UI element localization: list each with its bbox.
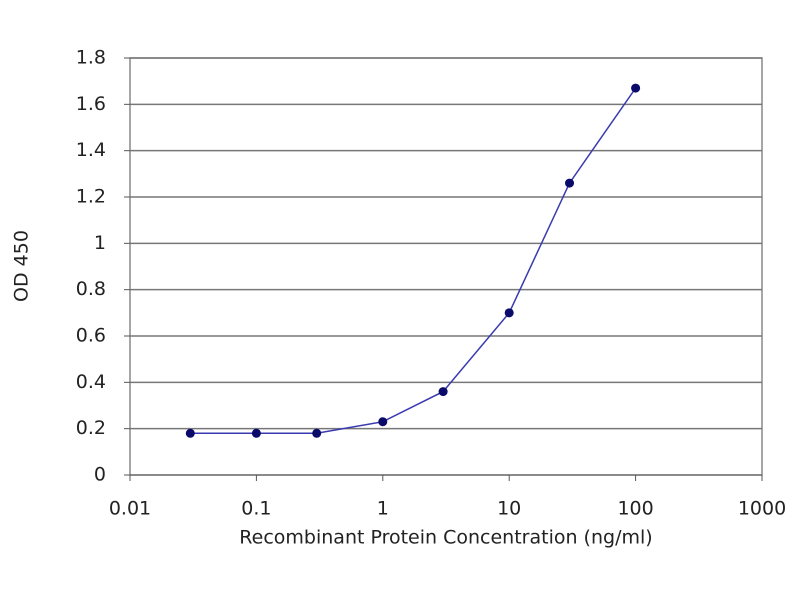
data-point xyxy=(251,428,261,438)
data-point xyxy=(631,83,641,93)
y-tick-label: 1.8 xyxy=(76,47,106,69)
y-tick-label: 1.4 xyxy=(76,139,106,161)
y-tick-label: 1.2 xyxy=(76,186,106,208)
y-tick-label: 0.4 xyxy=(76,371,106,393)
y-tick-label: 0 xyxy=(94,464,106,486)
y-tick-label: 1.6 xyxy=(76,93,106,115)
x-tick-label: 0.1 xyxy=(241,498,271,520)
y-axis-label: OD 450 xyxy=(11,230,33,302)
data-point xyxy=(504,308,514,318)
x-tick-label: 1000 xyxy=(738,498,786,520)
y-tick-label: 1 xyxy=(94,232,106,254)
y-tick-label: 0.2 xyxy=(76,417,106,439)
x-axis-label: Recombinant Protein Concentration (ng/ml… xyxy=(239,527,652,549)
data-point xyxy=(312,428,322,438)
x-tick-label: 0.01 xyxy=(109,498,151,520)
x-tick-label: 100 xyxy=(617,498,653,520)
data-point xyxy=(438,387,448,397)
data-point xyxy=(185,428,195,438)
x-tick-label: 1 xyxy=(377,498,389,520)
data-point xyxy=(378,417,388,427)
data-point xyxy=(565,178,575,188)
series-line xyxy=(190,87,637,435)
y-tick-label: 0.8 xyxy=(76,278,106,300)
x-tick-label: 10 xyxy=(497,498,521,520)
y-tick-label: 0.6 xyxy=(76,325,106,347)
plot-area xyxy=(129,57,763,476)
